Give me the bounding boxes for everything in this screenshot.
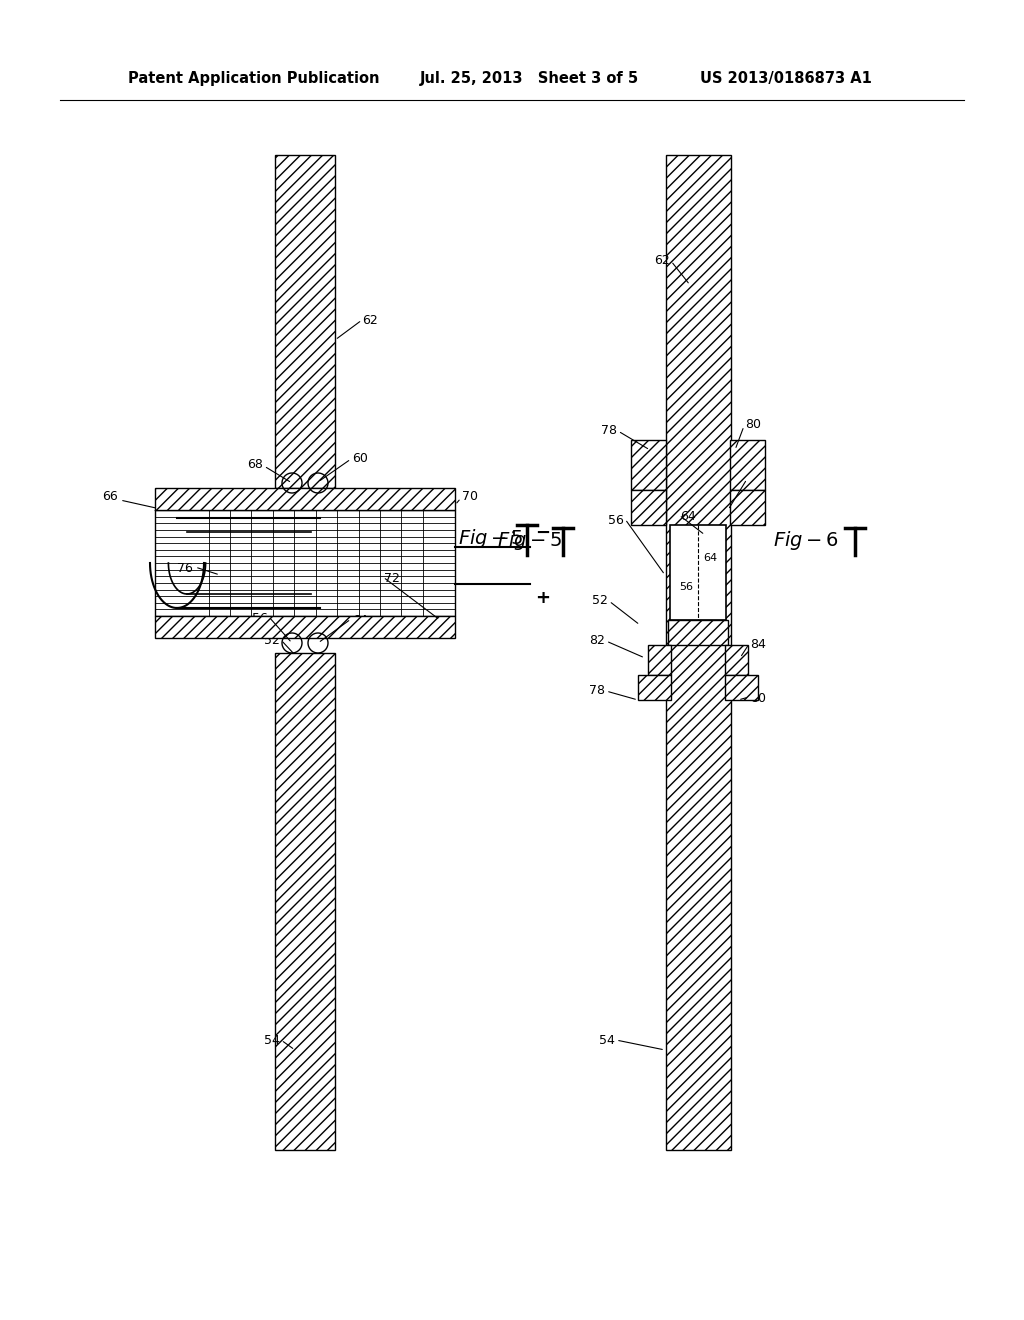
Text: 84: 84 (750, 639, 766, 652)
Bar (730, 490, 765, 525)
Text: 78: 78 (601, 424, 617, 437)
Bar (725, 645, 748, 675)
Text: 66: 66 (102, 491, 118, 503)
Text: 80: 80 (745, 418, 761, 432)
Text: 80: 80 (750, 692, 766, 705)
Text: 78: 78 (589, 684, 605, 697)
Text: 54: 54 (599, 1034, 615, 1047)
Text: 70: 70 (462, 491, 478, 503)
Text: US 2013/0186873 A1: US 2013/0186873 A1 (700, 70, 871, 86)
Text: 64: 64 (352, 614, 368, 627)
Bar (155, 616, 455, 638)
Text: $\mathit{Fig-6}$: $\mathit{Fig-6}$ (773, 528, 839, 552)
Bar (631, 490, 666, 525)
Bar (648, 645, 671, 675)
Text: 52: 52 (264, 634, 280, 647)
Text: 76: 76 (177, 561, 193, 574)
Bar (155, 510, 455, 616)
Bar (730, 440, 765, 490)
Bar (155, 488, 455, 510)
Text: 68: 68 (247, 458, 263, 471)
Text: Jul. 25, 2013   Sheet 3 of 5: Jul. 25, 2013 Sheet 3 of 5 (420, 70, 639, 86)
Text: 54: 54 (264, 1034, 280, 1047)
Text: +: + (535, 589, 550, 607)
Bar (666, 154, 731, 1150)
Text: $\mathit{Fig-5}$: $\mathit{Fig-5}$ (498, 528, 563, 552)
Text: 62: 62 (362, 314, 378, 326)
Text: 56: 56 (679, 582, 693, 591)
Bar (725, 675, 758, 700)
Bar (275, 154, 335, 488)
Text: $\mathit{Fig-5}$: $\mathit{Fig-5}$ (458, 527, 523, 549)
Text: 64: 64 (703, 553, 717, 564)
Text: −: − (535, 524, 550, 543)
Text: 52: 52 (592, 594, 608, 606)
Bar (638, 675, 671, 700)
Text: 72: 72 (384, 572, 400, 585)
Text: 64: 64 (680, 510, 695, 523)
Bar (670, 525, 726, 620)
Text: 60: 60 (352, 451, 368, 465)
Text: 56: 56 (252, 611, 268, 624)
Bar (668, 620, 728, 645)
Bar (275, 653, 335, 1150)
Bar (631, 440, 666, 490)
Text: 56: 56 (608, 513, 624, 527)
Text: Patent Application Publication: Patent Application Publication (128, 70, 380, 86)
Text: 82: 82 (589, 634, 605, 647)
Text: 62: 62 (654, 253, 670, 267)
Text: 60: 60 (748, 474, 764, 487)
